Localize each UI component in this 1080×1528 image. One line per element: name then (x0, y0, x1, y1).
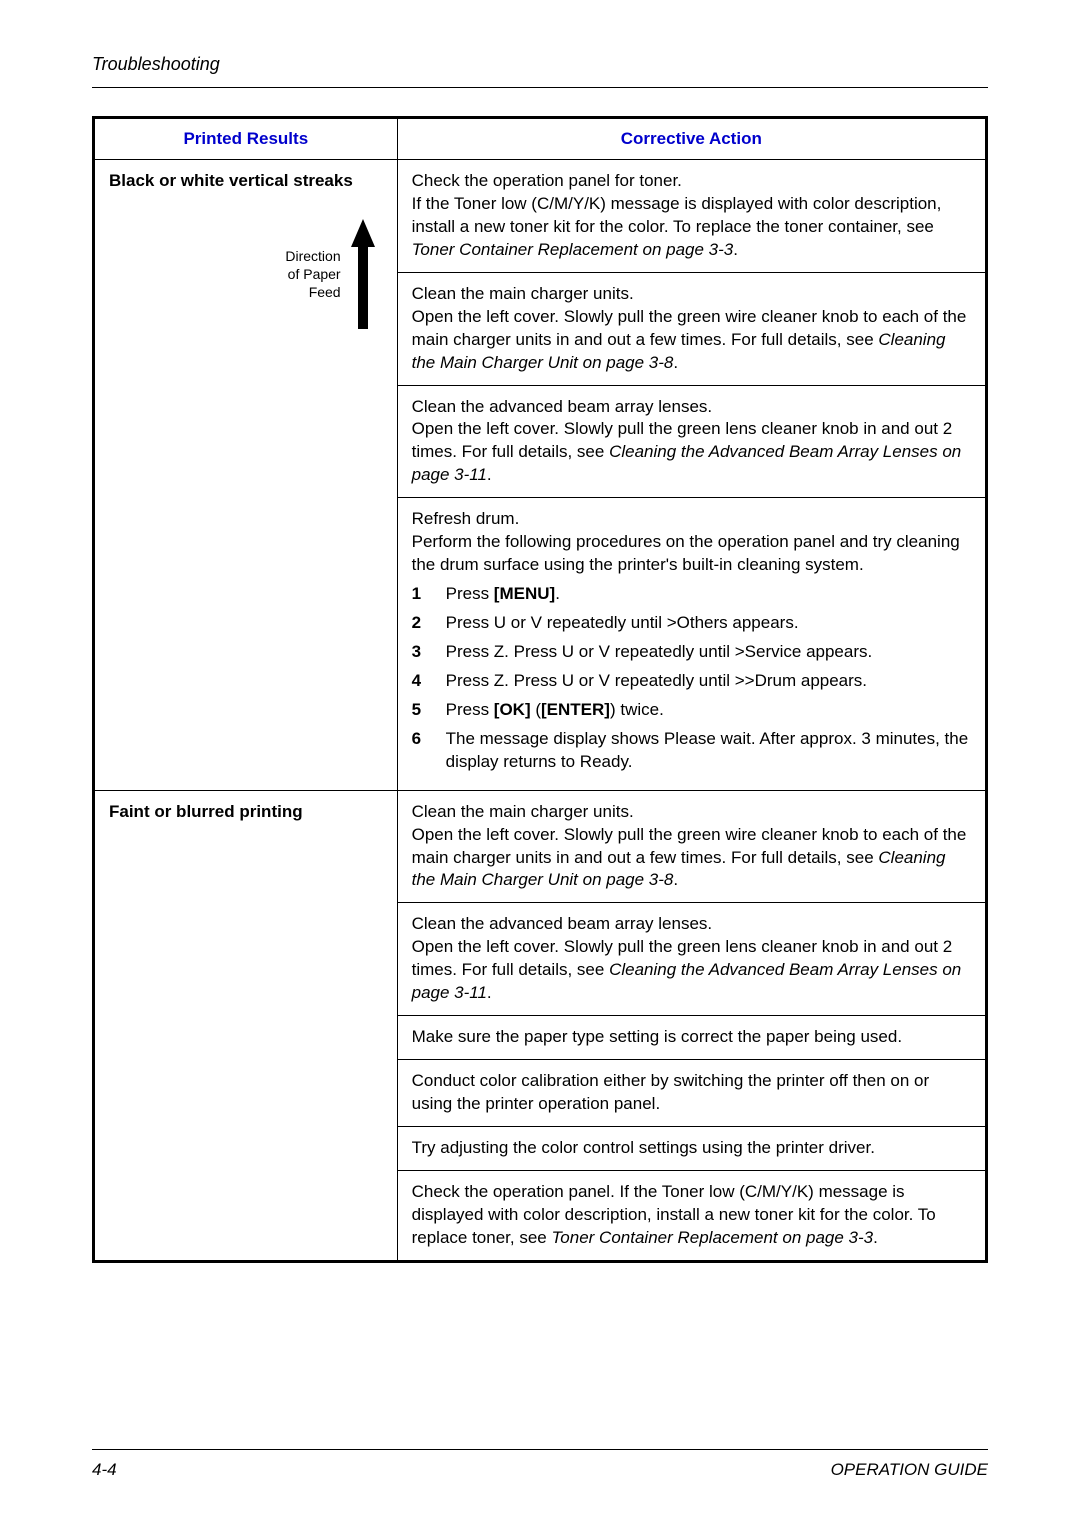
cell-action: Clean the advanced beam array lenses. Op… (397, 903, 986, 1016)
text: appears. (796, 671, 867, 690)
text: appears. (728, 613, 799, 632)
text: . (487, 465, 492, 484)
action-line: Open the left cover. Slowly pull the gre… (412, 418, 971, 487)
action-line: Perform the following procedures on the … (412, 531, 971, 577)
action-line: Check the operation panel. If the Toner … (412, 1181, 971, 1250)
cell-action: Try adjusting the color control settings… (397, 1126, 986, 1170)
step-item: 1 Press [MENU]. (412, 583, 971, 606)
cell-action: Check the operation panel. If the Toner … (397, 1170, 986, 1261)
cell-action: Clean the main charger units. Open the l… (397, 790, 986, 903)
step-item: 3 Press Z. Press U or V repeatedly until… (412, 641, 971, 664)
text: Press Z. Press U or V repeatedly until (446, 642, 735, 661)
cell-action: Check the operation panel for toner. If … (397, 160, 986, 273)
header-rule (92, 87, 988, 88)
step-text: The message display shows Please wait. A… (446, 728, 971, 774)
page-number: 4-4 (92, 1460, 117, 1480)
step-item: 6 The message display shows Please wait.… (412, 728, 971, 774)
cell-action: Refresh drum. Perform the following proc… (397, 498, 986, 790)
step-item: 4 Press Z. Press U or V repeatedly until… (412, 670, 971, 693)
th-results: Printed Results (94, 118, 398, 160)
step-num: 2 (412, 612, 446, 635)
streaks-title: Black or white vertical streaks (109, 170, 383, 193)
arrow-up-icon (351, 219, 375, 329)
action-line: Refresh drum. (412, 508, 971, 531)
action-line: Clean the main charger units. (412, 283, 971, 306)
text: Toner low (C/M/Y/K) (454, 194, 606, 213)
text: Please wait (664, 729, 751, 748)
cell-action: Clean the main charger units. Open the l… (397, 272, 986, 385)
faint-title: Faint or blurred printing (109, 801, 383, 824)
step-text: Press [OK] ([ENTER]) twice. (446, 699, 971, 722)
text: . (733, 240, 738, 259)
text: . (487, 983, 492, 1002)
text: . (673, 870, 678, 889)
feed-labels: Direction of Paper Feed (285, 247, 340, 302)
feed-diagram: Direction of Paper Feed (109, 219, 383, 329)
action-line: Open the left cover. Slowly pull the gre… (412, 306, 971, 375)
action-line: Clean the main charger units. (412, 801, 971, 824)
text: Press Z. Press U or V repeatedly until (446, 671, 735, 690)
action-line: Clean the advanced beam array lenses. (412, 913, 971, 936)
text: ) twice. (610, 700, 664, 719)
cell-results-faint: Faint or blurred printing (94, 790, 398, 1261)
bold-text: [ENTER] (541, 700, 610, 719)
guide-label: OPERATION GUIDE (831, 1460, 988, 1480)
section-header: Troubleshooting (92, 54, 988, 75)
action-line: Open the left cover. Slowly pull the gre… (412, 936, 971, 1005)
step-text: Press Z. Press U or V repeatedly until >… (446, 641, 971, 664)
text: Press U or V repeatedly until (446, 613, 667, 632)
action-line: Check the operation panel for toner. (412, 170, 971, 193)
bold-text: [OK] (494, 700, 531, 719)
action-line: Open the left cover. Slowly pull the gre… (412, 824, 971, 893)
cell-action: Clean the advanced beam array lenses. Op… (397, 385, 986, 498)
ref-text: Toner Container Replacement on page 3-3 (412, 240, 734, 259)
text: . (555, 584, 560, 603)
cell-results-streaks: Black or white vertical streaks Directio… (94, 160, 398, 791)
text: ( (531, 700, 541, 719)
step-num: 5 (412, 699, 446, 722)
step-num: 1 (412, 583, 446, 606)
table-row: Faint or blurred printing Clean the main… (94, 790, 987, 903)
text: Check the operation panel. If the (412, 1182, 662, 1201)
step-text: Press [MENU]. (446, 583, 971, 606)
text: . (628, 752, 633, 771)
step-item: 5 Press [OK] ([ENTER]) twice. (412, 699, 971, 722)
action-line: Clean the advanced beam array lenses. (412, 396, 971, 419)
text: Toner low (C/M/Y/K) (662, 1182, 814, 1201)
text: Press (446, 584, 494, 603)
action-line: If the Toner low (C/M/Y/K) message is di… (412, 193, 971, 262)
text: . (873, 1228, 878, 1247)
text: >Service (735, 642, 802, 661)
step-text: Press Z. Press U or V repeatedly until >… (446, 670, 971, 693)
step-num: 4 (412, 670, 446, 693)
ref-text: Toner Container Replacement on page 3-3 (551, 1228, 873, 1247)
step-num: 3 (412, 641, 446, 664)
text: >Others (667, 613, 728, 632)
text: >>Drum (735, 671, 796, 690)
step-item: 2 Press U or V repeatedly until >Others … (412, 612, 971, 635)
text: . (673, 353, 678, 372)
table-row: Black or white vertical streaks Directio… (94, 160, 987, 273)
feed-label-line: Feed (285, 283, 340, 301)
cell-action: Make sure the paper type setting is corr… (397, 1016, 986, 1060)
troubleshooting-table: Printed Results Corrective Action Black … (92, 116, 988, 1263)
step-num: 6 (412, 728, 446, 774)
page-footer: 4-4 OPERATION GUIDE (92, 1449, 988, 1480)
feed-label-line: Direction (285, 247, 340, 265)
text: The message display shows (446, 729, 664, 748)
footer-rule (92, 1449, 988, 1450)
bold-text: [MENU] (494, 584, 555, 603)
th-action: Corrective Action (397, 118, 986, 160)
step-text: Press U or V repeatedly until >Others ap… (446, 612, 971, 635)
feed-label-line: of Paper (285, 265, 340, 283)
text: If the (412, 194, 454, 213)
steps-list: 1 Press [MENU]. 2 Press U or V repeatedl… (412, 583, 971, 774)
text: Press (446, 700, 494, 719)
text: Ready (580, 752, 628, 771)
cell-action: Conduct color calibration either by swit… (397, 1060, 986, 1127)
text: appears. (801, 642, 872, 661)
